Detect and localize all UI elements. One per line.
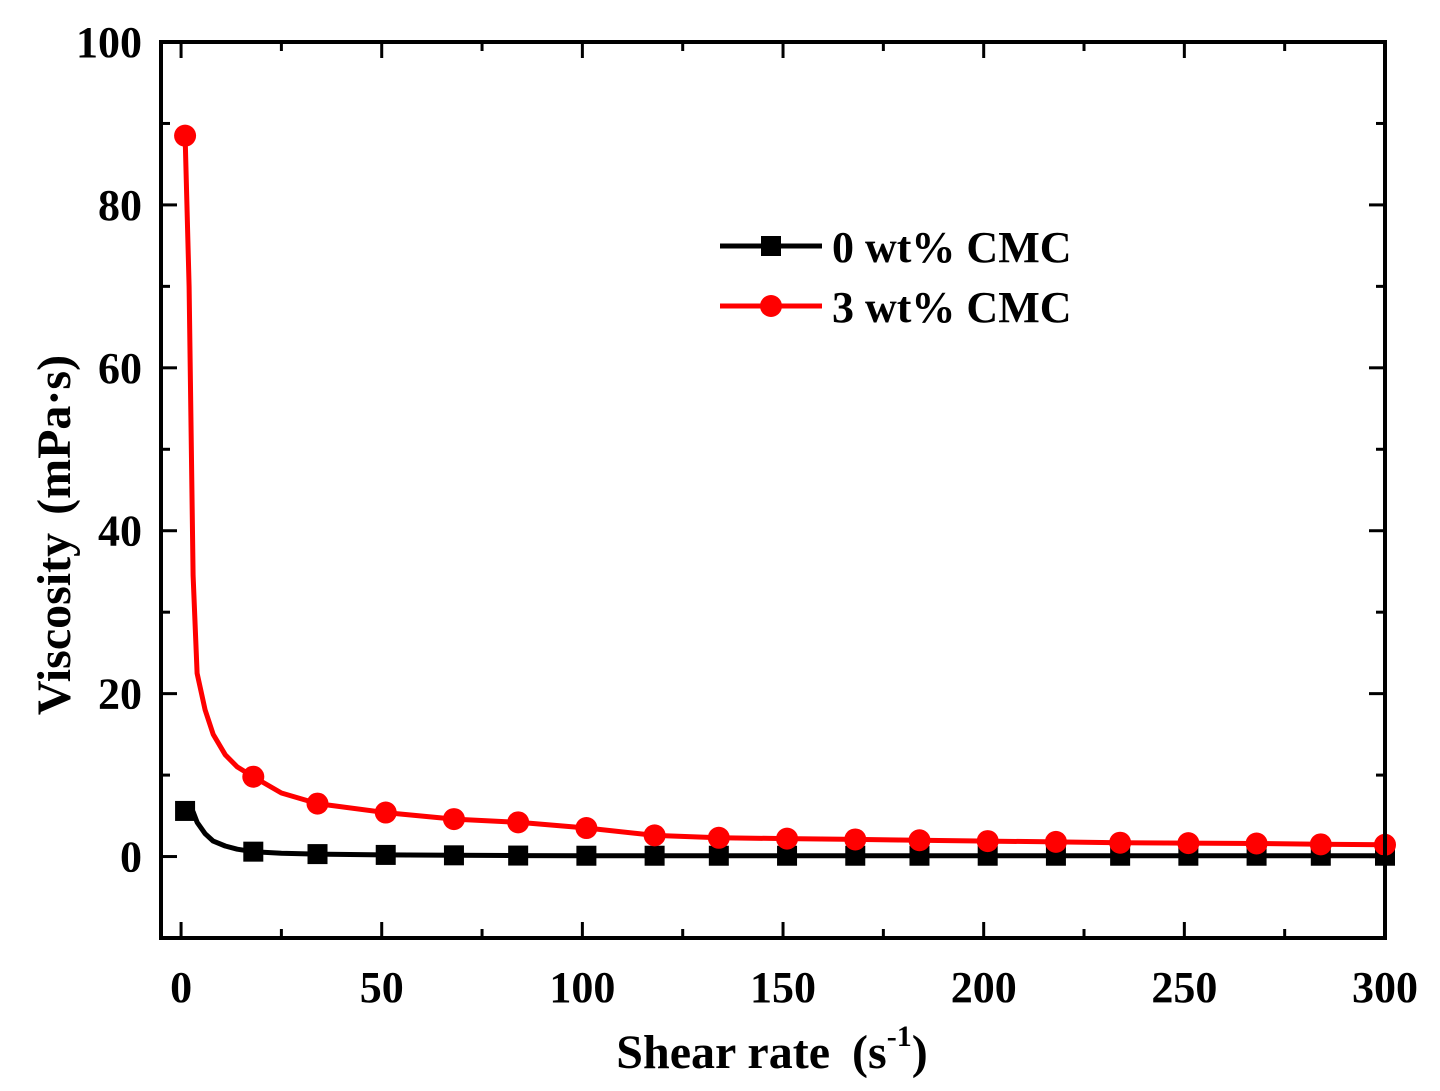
series-1-marker-14: [1109, 831, 1132, 854]
series-1-marker-16: [1245, 832, 1268, 855]
legend-0-marker: [761, 236, 781, 256]
plot-layer: [174, 124, 1396, 866]
x-tick-label-300: 300: [1352, 963, 1418, 1012]
series-0-marker-0: [175, 800, 196, 821]
series-0-marker-10: [845, 845, 866, 866]
series-0-marker-6: [576, 845, 597, 866]
series-1-marker-11: [908, 829, 931, 852]
series-0-marker-2: [307, 844, 328, 865]
series-1-line: [182, 133, 1388, 848]
x-tick-label-50: 50: [360, 963, 404, 1012]
x-axis-label: Shear rate: [616, 1026, 830, 1079]
x-axis-title: Shear rate (s-1): [616, 1020, 927, 1079]
y-tick-label-40: 40: [98, 507, 142, 556]
x-axis-unit-close: ): [912, 1026, 928, 1079]
series-0-marker-8: [708, 845, 729, 866]
legend-1-marker: [760, 295, 782, 317]
y-tick-label-100: 100: [76, 18, 142, 67]
x-tick-label-150: 150: [750, 963, 816, 1012]
series-0-marker-9: [777, 845, 798, 866]
plot-frame: [159, 40, 1387, 940]
y-tick-label-0: 0: [120, 833, 142, 882]
series-1-marker-5: [507, 811, 530, 834]
series-0-marker-3: [375, 844, 396, 865]
legend-1-label: 3 wt% CMC: [832, 283, 1072, 332]
y-axis-label: Viscosity: [28, 533, 81, 715]
series-1-marker-6: [575, 817, 598, 840]
series-1-marker-15: [1177, 832, 1200, 855]
x-axis-unit-open: (s: [852, 1026, 887, 1079]
y-axis-unit: (mPa·s): [28, 355, 81, 515]
series-1-marker-4: [442, 808, 465, 831]
series-1-marker-3: [374, 801, 397, 824]
series-0-line: [182, 808, 1388, 859]
y-tick-label-20: 20: [98, 670, 142, 719]
series-0-marker-7: [644, 845, 665, 866]
series-1-marker-8: [707, 826, 730, 849]
axes-layer: 0 50 100 150 200 250 300 0 20 40 60 80 100: [76, 18, 1418, 1012]
series-1-marker-0: [174, 124, 197, 147]
series-1-marker-13: [1044, 830, 1067, 853]
legend-0-label: 0 wt% CMC: [832, 223, 1072, 272]
series-1-marker-10: [844, 828, 867, 851]
x-tick-label-100: 100: [549, 963, 615, 1012]
legend: 0 wt% CMC 3 wt% CMC: [720, 223, 1072, 332]
x-tick-label-250: 250: [1151, 963, 1217, 1012]
series-1-marker-1: [242, 765, 265, 788]
series-0-marker-11: [909, 845, 930, 866]
series-1-marker-12: [976, 830, 999, 853]
series-0-marker-4: [443, 845, 464, 866]
series-1-marker-7: [643, 824, 666, 847]
series-0-marker-5: [508, 845, 529, 866]
x-tick-label-200: 200: [951, 963, 1017, 1012]
series-1-marker-17: [1309, 833, 1332, 856]
y-tick-label-60: 60: [98, 344, 142, 393]
series-1-marker-9: [776, 827, 799, 850]
x-axis-unit-exponent: -1: [887, 1020, 912, 1053]
series-0-marker-1: [243, 841, 264, 862]
x-tick-label-0: 0: [170, 963, 192, 1012]
y-axis-title: Viscosity (mPa·s): [28, 355, 81, 715]
y-tick-label-80: 80: [98, 181, 142, 230]
series-1-marker-2: [306, 792, 329, 815]
